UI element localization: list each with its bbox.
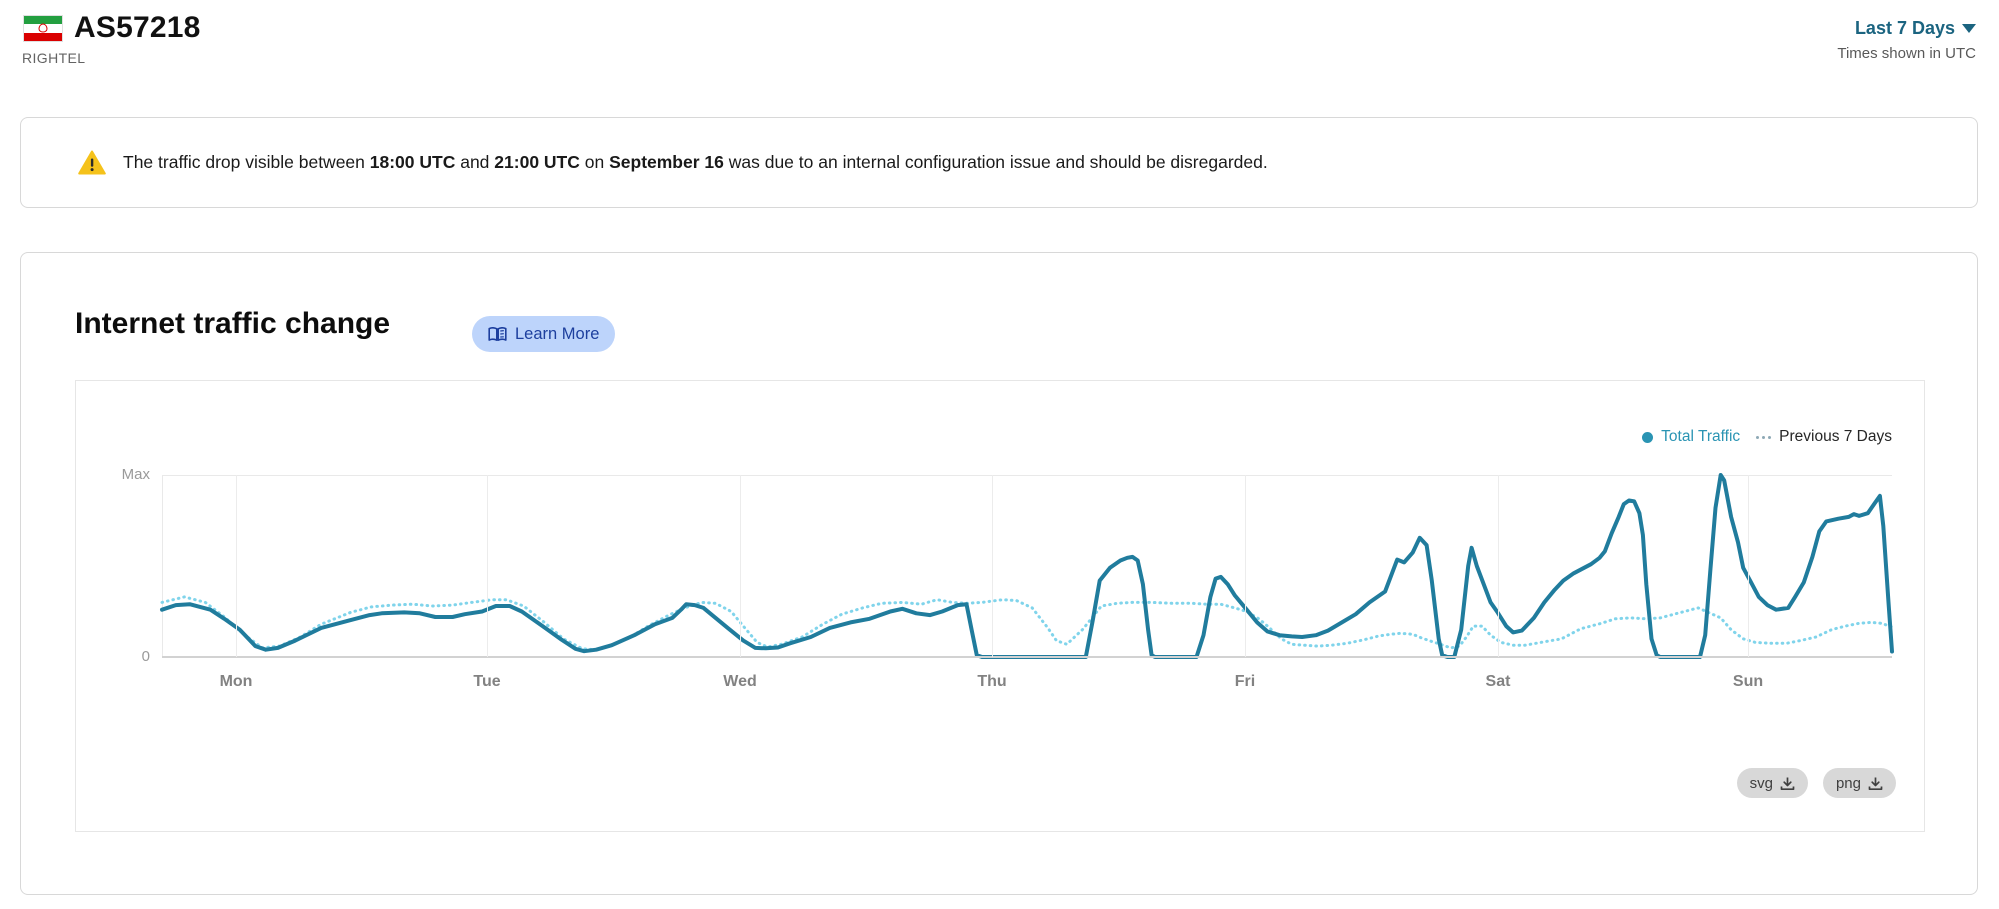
gridline-tue	[487, 475, 488, 657]
iran-flag-icon	[23, 15, 63, 42]
download-png-button[interactable]: png	[1822, 768, 1896, 798]
warning-icon	[78, 150, 106, 175]
gridline-sat	[1498, 475, 1499, 657]
series-total-traffic	[160, 473, 1894, 659]
gridline-mon	[236, 475, 237, 657]
flag-emblem-icon	[38, 23, 48, 33]
chart-title: Internet traffic change	[75, 307, 391, 340]
x-axis-label-mon: Mon	[219, 673, 253, 690]
download-svg-label: svg	[1749, 774, 1773, 792]
date-range-label: Last 7 Days	[1854, 18, 1955, 38]
x-axis-line	[162, 656, 1892, 658]
learn-more-button[interactable]: Learn More	[472, 316, 616, 352]
download-icon	[1868, 777, 1883, 790]
asn-org-name: RIGHTEL	[22, 50, 86, 66]
legend-dot-icon	[1642, 431, 1654, 443]
x-axis-label-sat: Sat	[1485, 673, 1511, 690]
page-title-asn: AS57218	[74, 11, 201, 44]
x-axis-label-sun: Sun	[1732, 673, 1764, 690]
plot-frame	[162, 475, 1892, 657]
download-icon	[1780, 777, 1795, 790]
legend-label-previous: Previous 7 Days	[1779, 428, 1892, 445]
download-svg-button[interactable]: svg	[1736, 768, 1808, 798]
download-png-label: png	[1835, 774, 1861, 792]
chart-series-svg	[160, 473, 1894, 659]
download-buttons: svg png	[1736, 768, 1896, 798]
y-axis-max-label: Max	[121, 466, 150, 483]
chart-legend: Total Traffic Previous 7 Days	[1642, 428, 1892, 446]
x-axis-label-tue: Tue	[473, 673, 501, 690]
y-axis-zero-label: 0	[141, 648, 150, 665]
traffic-line-chart: Mon Tue Wed Thu Fri Sat Sun	[160, 473, 1894, 690]
date-range-selector[interactable]: Last 7 Days	[1855, 18, 1976, 39]
legend-label-total: Total Traffic	[1661, 428, 1741, 445]
legend-dotted-line-icon	[1756, 435, 1772, 439]
chevron-down-icon	[1962, 24, 1976, 33]
notice-text: The traffic drop visible between 18:00 U…	[123, 152, 1268, 172]
legend-item-total-traffic[interactable]: Total Traffic	[1642, 428, 1740, 446]
legend-item-previous-7-days[interactable]: Previous 7 Days	[1756, 428, 1892, 446]
x-axis-label-fri: Fri	[1234, 673, 1256, 690]
learn-more-label: Learn More	[515, 324, 600, 343]
series-previous-7-days	[160, 595, 1894, 652]
gridline-sun	[1748, 475, 1749, 657]
gridline-thu	[992, 475, 993, 657]
gridline-fri	[1245, 475, 1246, 657]
book-icon	[488, 326, 507, 341]
x-axis-label-wed: Wed	[723, 673, 757, 690]
gridline-wed	[740, 475, 741, 657]
traffic-notice-banner: The traffic drop visible between 18:00 U…	[20, 117, 1978, 208]
timezone-note: Times shown in UTC	[1837, 45, 1976, 62]
x-axis-label-thu: Thu	[977, 673, 1007, 690]
